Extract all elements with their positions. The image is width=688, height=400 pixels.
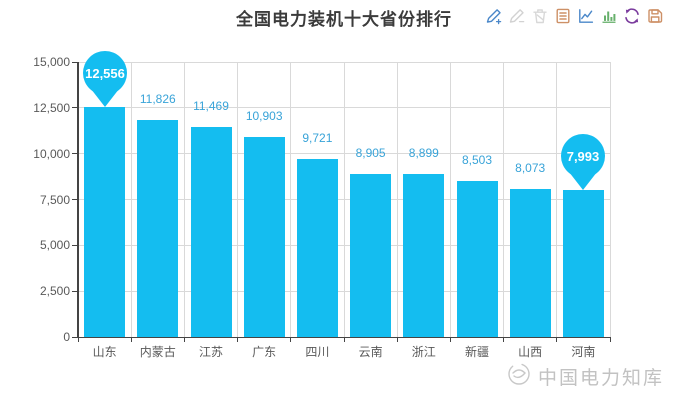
gridline-vertical <box>290 62 292 337</box>
y-axis-label: 0 <box>63 330 70 344</box>
watermark-logo-icon <box>506 361 532 392</box>
y-axis-tick <box>72 290 78 292</box>
x-axis-label: 山西 <box>518 345 543 359</box>
x-axis-tick <box>556 337 558 342</box>
svg-text:7,993: 7,993 <box>567 149 600 164</box>
chart-title: 全国电力装机十大省份排行 <box>236 10 452 29</box>
y-axis-line <box>77 62 79 338</box>
x-axis-label: 新疆 <box>464 345 489 359</box>
bar-value-label: 11,469 <box>193 98 229 113</box>
x-axis-label: 内蒙古 <box>139 345 176 359</box>
y-axis-label: 12,500 <box>33 100 70 115</box>
value-pin: 7,993 <box>559 133 607 196</box>
x-axis-tick <box>396 337 398 342</box>
x-axis-line <box>78 337 610 338</box>
x-axis-tick <box>183 337 185 342</box>
y-axis-tick <box>72 244 78 246</box>
x-axis-label: 广东 <box>252 345 277 359</box>
x-axis-tick <box>237 337 239 342</box>
bar[interactable] <box>509 188 551 337</box>
y-axis-label: 5,000 <box>39 238 70 253</box>
gridline-vertical <box>503 62 505 337</box>
edit-remove-icon[interactable] <box>508 7 526 25</box>
bar-chart-icon[interactable] <box>600 7 618 25</box>
gridline-vertical <box>237 62 239 337</box>
x-axis-label: 四川 <box>305 345 330 359</box>
y-axis-tick <box>72 61 78 63</box>
edit-add-icon[interactable] <box>485 7 503 25</box>
bar[interactable] <box>84 106 126 337</box>
bar-value-label: 9,721 <box>302 130 333 145</box>
y-axis-label: 10,000 <box>33 146 70 161</box>
bar[interactable] <box>296 158 338 337</box>
bar-value-label: 11,826 <box>139 92 176 107</box>
gridline-vertical <box>183 62 185 337</box>
bar[interactable] <box>456 181 498 337</box>
bar-value-label: 8,905 <box>355 145 386 160</box>
x-axis-tick <box>343 337 345 342</box>
bar[interactable] <box>137 120 179 337</box>
bar[interactable] <box>190 126 232 337</box>
bar[interactable] <box>350 173 392 337</box>
x-axis-tick <box>290 337 292 342</box>
y-axis-tick <box>72 107 78 109</box>
y-axis-tick <box>72 153 78 155</box>
bar-value-label: 10,903 <box>245 109 283 124</box>
x-axis-label: 河南 <box>571 345 596 359</box>
watermark-text: 中国电力知库 <box>537 368 664 389</box>
gridline-vertical <box>343 62 345 337</box>
bar[interactable] <box>562 190 604 337</box>
x-axis-tick <box>503 337 505 342</box>
gridline-vertical <box>130 62 132 337</box>
report-icon[interactable] <box>554 7 572 25</box>
bar-value-label: 8,073 <box>515 160 546 175</box>
gridline-vertical <box>609 62 611 337</box>
gridline-vertical <box>556 62 558 337</box>
line-chart-icon[interactable] <box>577 7 595 25</box>
y-axis-label: 2,500 <box>39 284 70 299</box>
x-axis-tick <box>449 337 451 342</box>
watermark: 中国电力知库 <box>506 361 664 392</box>
x-axis-tick <box>77 337 79 342</box>
y-axis-tick <box>72 199 78 200</box>
bar-value-label: 8,503 <box>461 153 492 168</box>
x-axis-label: 浙江 <box>411 345 436 359</box>
bar[interactable] <box>403 173 445 337</box>
bar-value-label: 8,899 <box>408 145 439 160</box>
gridline-vertical <box>449 62 451 337</box>
x-axis-label: 云南 <box>358 345 383 359</box>
x-axis-label: 山东 <box>92 345 117 359</box>
refresh-icon[interactable] <box>623 7 641 25</box>
y-axis-tick <box>72 336 78 338</box>
y-axis-label: 15,000 <box>33 55 70 69</box>
x-axis-tick <box>130 337 132 342</box>
x-axis-tick <box>609 337 611 342</box>
delete-icon[interactable] <box>531 7 549 25</box>
save-icon[interactable] <box>646 7 664 25</box>
value-pin: 12,556 <box>81 50 129 113</box>
y-axis-label: 7,500 <box>39 192 70 207</box>
chart-toolbar <box>479 7 664 25</box>
svg-text:12,556: 12,556 <box>85 66 125 81</box>
bar[interactable] <box>243 137 285 337</box>
gridline-vertical <box>396 62 398 337</box>
x-axis-label: 江苏 <box>198 345 223 359</box>
